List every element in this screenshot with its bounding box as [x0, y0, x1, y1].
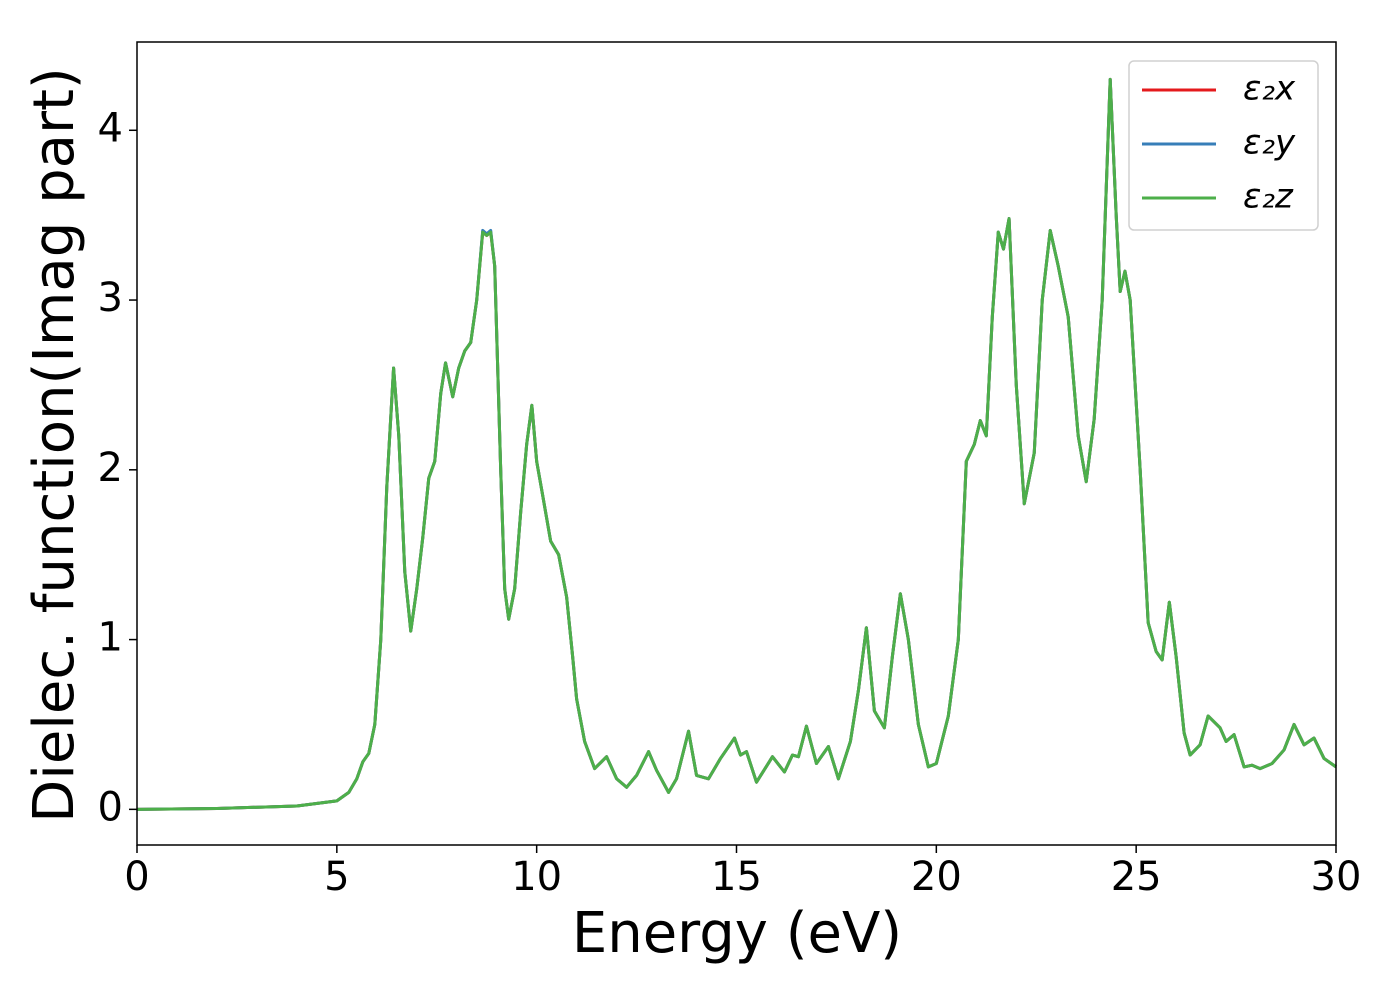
- x-tick-label: 10: [511, 854, 562, 900]
- y-axis-label: Dielec. function(Imag part): [22, 67, 87, 823]
- y-tick-label: 3: [98, 275, 123, 321]
- y-tick-label: 4: [98, 105, 123, 151]
- x-axis-label: Energy (eV): [572, 901, 902, 966]
- x-tick-label: 15: [711, 854, 762, 900]
- line-series: [136, 77, 1337, 811]
- x-tick-label: 25: [1111, 854, 1162, 900]
- y-tick-label: 1: [98, 615, 123, 661]
- x-tick-label: 5: [324, 854, 349, 900]
- legend: ε₂x ε₂y ε₂z: [1128, 60, 1319, 231]
- legend-label: ε₂y: [1243, 123, 1296, 163]
- x-tick-label: 30: [1311, 854, 1362, 900]
- y-tick-label: 2: [98, 445, 123, 491]
- legend-label: ε₂x: [1243, 69, 1296, 109]
- legend-label: ε₂z: [1243, 177, 1294, 217]
- x-tick-label: 0: [124, 854, 149, 900]
- y-tick-label: 0: [98, 784, 123, 830]
- x-tick-label: 20: [911, 854, 962, 900]
- plot-frame: [136, 41, 1337, 846]
- legend-box: [1128, 60, 1319, 231]
